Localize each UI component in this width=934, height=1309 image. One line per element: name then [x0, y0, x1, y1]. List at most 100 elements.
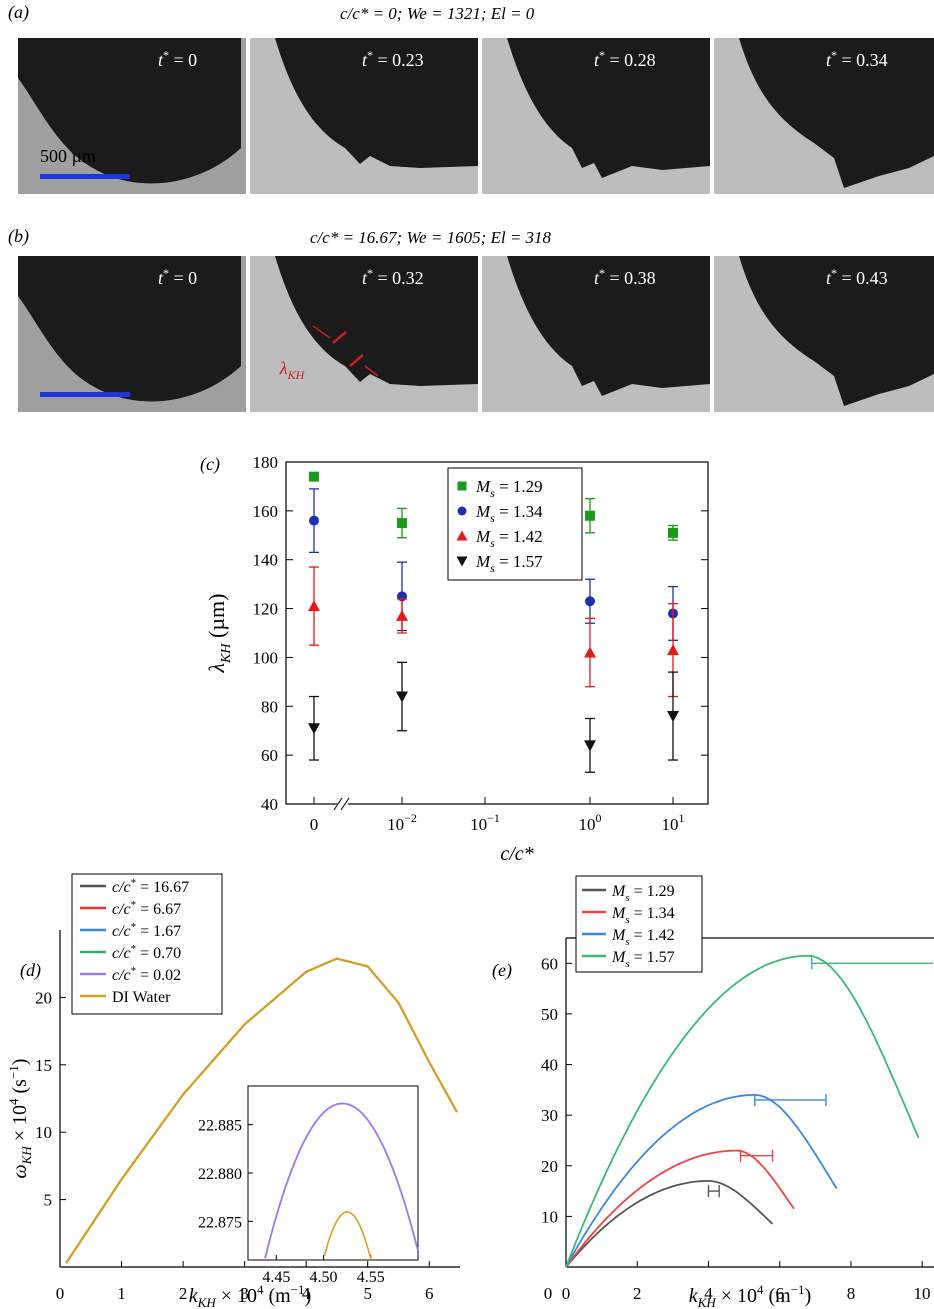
- y-axis-label: ωKH × 104 (s−1): [6, 1059, 34, 1179]
- legend-item: Ms = 1.34: [611, 905, 675, 926]
- x-axis-label: kKH × 104 (m−1): [689, 1282, 811, 1309]
- marker-triangle-down: [667, 711, 679, 723]
- panel-b-label: (b): [8, 226, 29, 246]
- chart-e: (e) 0 2 4 6 8 10 10 20 30 40 50 60 0 kKH × 104 (m−1) Ms…: [492, 875, 934, 1309]
- inset-y-tick-label: 22.880: [198, 1166, 242, 1183]
- legend-item: Ms = 1.29: [475, 477, 543, 500]
- y-tick-label: 160: [253, 502, 279, 521]
- wavelength-marker-left: [332, 331, 347, 344]
- x-axis-label: kKH × 104 (m−1): [189, 1282, 311, 1309]
- y-tick-label: 30: [541, 1106, 558, 1125]
- image-frame-b-4: t* = 0.43: [714, 256, 934, 412]
- panel-b-caption: c/c* = 16.67; We = 1605; El = 318: [310, 228, 552, 247]
- inset-x-tick-label: 4.45: [262, 1269, 290, 1286]
- legend-item: c/c* = 16.67: [112, 877, 189, 896]
- scale-bar: [40, 392, 130, 397]
- droplet-shape: [739, 256, 934, 406]
- marker-triangle-down: [584, 740, 596, 752]
- y-tick-label: 40: [261, 795, 278, 814]
- inset-curve: [264, 1102, 419, 1259]
- inset-frame: [247, 1085, 419, 1261]
- axis-break-mark: [333, 797, 343, 811]
- image-frame-b-1: t* = 0: [18, 256, 246, 412]
- time-label: t* = 0: [158, 48, 198, 70]
- panel-c-label: (c): [200, 454, 220, 475]
- marker-triangle-up: [396, 609, 408, 621]
- scale-bar-label: 500 µm: [40, 146, 96, 166]
- arrow-left: [312, 325, 331, 339]
- droplet-shape: [275, 38, 478, 168]
- chart-c-frame: [285, 461, 709, 805]
- x-axis-label: c/c*: [500, 843, 533, 862]
- image-frame-a-1: 500 µm t* = 0: [18, 38, 246, 194]
- legend-item: Ms = 1.42: [475, 527, 543, 550]
- y-tick-label: 60: [261, 746, 278, 765]
- lambda-kh-annotation: λKH: [279, 358, 306, 382]
- inset-x-tick-label: 4.55: [357, 1269, 385, 1286]
- image-frame-a-3: t* = 0.28: [482, 38, 710, 194]
- droplet-shape: [275, 256, 478, 386]
- x-tick-label: 10: [914, 1284, 931, 1303]
- x-tick-label: 0: [562, 1284, 571, 1303]
- x-tick-label: 101: [662, 811, 685, 834]
- y-tick-label: 10: [541, 1207, 558, 1226]
- droplet-shape: [507, 38, 710, 178]
- time-label: t* = 0.34: [826, 48, 888, 70]
- scale-bar: [40, 174, 130, 179]
- marker-triangle-up: [667, 644, 679, 656]
- y-tick-label: 15: [35, 1056, 52, 1075]
- marker-triangle-down: [456, 556, 468, 567]
- panel-d-label: (d): [20, 960, 41, 981]
- marker-circle: [309, 515, 319, 526]
- x-tick-label: 3: [240, 1284, 249, 1303]
- chart-c: (c) 40 60 80 100 120 140 160 180 0 10−2 10−1 100 101 λ…: [200, 453, 709, 862]
- series-line: [565, 954, 920, 1268]
- droplet-shape: [739, 38, 934, 188]
- time-label: t* = 0: [158, 266, 198, 288]
- y-tick-label: 5: [44, 1191, 53, 1210]
- time-label: t* = 0.38: [594, 266, 656, 288]
- marker-circle: [585, 596, 595, 607]
- series-line: [65, 957, 458, 1264]
- legend-item: c/c* = 0.02: [112, 965, 181, 984]
- y-tick-label: 20: [541, 1157, 558, 1176]
- legend-box: [71, 873, 223, 1015]
- marker-square: [457, 481, 467, 491]
- inset-y-tick-label: 22.885: [198, 1118, 242, 1135]
- x-tick-label: 10−1: [470, 811, 500, 834]
- axis-break-mark: [340, 797, 350, 811]
- series-line: [565, 1180, 774, 1268]
- marker-triangle-up: [584, 646, 596, 658]
- marker-triangle-up: [456, 530, 468, 541]
- y-tick-label: 10: [35, 1123, 52, 1142]
- series-line: [565, 1093, 838, 1268]
- x-tick-label: 0: [310, 815, 319, 834]
- legend-item: Ms = 1.57: [475, 552, 543, 575]
- chart-d: (d) 0 1 2 3 4 5 6 5 10 15 20 ωKH × 104 (s−1) kKH × 10…: [6, 873, 460, 1309]
- inset-x-tick-label: 4.50: [310, 1269, 338, 1286]
- time-label: t* = 0.43: [826, 266, 888, 288]
- legend-item: c/c* = 6.67: [112, 899, 181, 918]
- y-tick-label: 140: [253, 551, 279, 570]
- y-tick-label: 60: [541, 954, 558, 973]
- panel-a-caption: c/c* = 0; We = 1321; El = 0: [340, 4, 535, 23]
- x-origin-label: 0: [544, 1284, 553, 1303]
- arrow-right: [364, 365, 379, 377]
- marker-square: [668, 527, 678, 538]
- image-frame-b-2: λKH t* = 0.32: [250, 256, 478, 412]
- x-tick-label: 4: [704, 1284, 713, 1303]
- image-frame-a-4: t* = 0.34: [714, 38, 934, 194]
- image-frame-a-2: t* = 0.23: [250, 38, 478, 194]
- y-tick-label: 180: [253, 453, 279, 472]
- axis-break-gap: [338, 798, 348, 810]
- legend-item: DI Water: [112, 989, 171, 1006]
- x-tick-label: 8: [847, 1284, 856, 1303]
- y-tick-label: 40: [541, 1056, 558, 1075]
- time-label: t* = 0.32: [362, 266, 424, 288]
- y-tick-label: 100: [253, 648, 279, 667]
- legend-item: Ms = 1.29: [611, 883, 675, 904]
- y-tick-label: 50: [541, 1005, 558, 1024]
- marker-triangle-up: [308, 600, 320, 612]
- x-tick-label: 2: [633, 1284, 642, 1303]
- x-tick-label: 6: [775, 1284, 784, 1303]
